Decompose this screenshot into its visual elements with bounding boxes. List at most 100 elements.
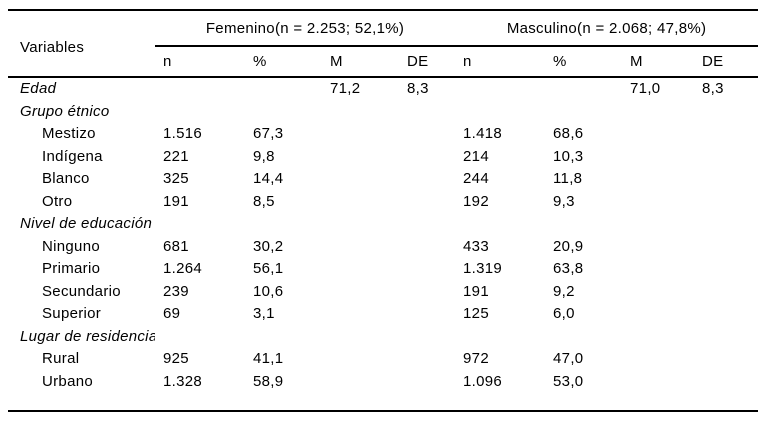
data-cell: [245, 213, 322, 236]
data-cell: 972: [463, 350, 489, 367]
data-cell: [694, 101, 758, 124]
data-cell: [322, 101, 399, 124]
data-cell: [622, 213, 694, 236]
data-cell: [399, 191, 455, 214]
data-cell: [399, 123, 455, 146]
data-cell: [322, 123, 399, 146]
data-cell: [322, 146, 399, 169]
subheader-pct-femenino: %: [245, 46, 322, 78]
data-cell: [399, 348, 455, 371]
row-edad: Edad 71,2 8,3 71,0 8,3: [8, 77, 758, 101]
subheader-row: n % M DE n % M DE: [8, 46, 759, 78]
data-cell: [322, 168, 399, 191]
row-ninguno: Ninguno 681 30,2 433 20,9: [8, 236, 758, 259]
subheader-m-masculino: M: [622, 46, 695, 78]
data-cell: [694, 191, 758, 214]
data-cell: 53,0: [553, 372, 584, 390]
data-cell: 192: [463, 192, 489, 210]
data-cell: 10,6: [253, 282, 284, 300]
data-cell: 71,2: [330, 80, 361, 97]
data-cell: [545, 77, 622, 101]
data-cell: [622, 146, 694, 169]
data-cell: 239: [163, 282, 189, 300]
data-cell: 1.328: [163, 372, 203, 390]
data-cell: [622, 348, 694, 371]
row-label: Otro: [42, 192, 73, 210]
subheader-de-femenino: DE: [399, 46, 456, 78]
row-blanco: Blanco 325 14,4 244 11,8: [8, 168, 758, 191]
data-cell: 325: [163, 170, 189, 187]
row-mestizo: Mestizo 1.516 67,3 1.418 68,6: [8, 123, 758, 146]
data-cell: 681: [163, 237, 189, 255]
data-cell: 1.516: [163, 125, 203, 142]
data-cell: 9,8: [253, 147, 275, 165]
data-cell: 3,1: [253, 305, 275, 322]
data-cell: [694, 281, 758, 304]
data-cell: [399, 281, 455, 304]
data-cell: 8,3: [702, 80, 724, 97]
row-lugar-de-residencia: Lugar de residencia: [8, 326, 758, 349]
demographics-table: Variables Femenino(n = 2.253; 52,1%) Mas…: [8, 9, 759, 412]
subheader-n-masculino: n: [455, 46, 546, 78]
row-label: Secundario: [42, 282, 121, 300]
data-cell: 71,0: [630, 80, 661, 97]
data-cell: [694, 371, 758, 412]
data-cell: [399, 303, 455, 326]
data-cell: [155, 213, 245, 236]
row-superior: Superior 69 3,1 125 6,0: [8, 303, 758, 326]
data-cell: [322, 258, 399, 281]
group-header-masculino: Masculino(n = 2.068; 47,8%): [455, 10, 759, 47]
data-cell: 58,9: [253, 372, 284, 390]
data-cell: [694, 236, 758, 259]
data-cell: [455, 213, 545, 236]
data-cell: [399, 213, 455, 236]
data-cell: [622, 326, 694, 349]
row-label: Blanco: [42, 170, 90, 187]
row-label: Mestizo: [42, 125, 96, 142]
data-cell: 69: [163, 305, 181, 322]
data-cell: [322, 236, 399, 259]
subheader-de-masculino: DE: [694, 46, 759, 78]
subheader-pct-masculino: %: [545, 46, 623, 78]
row-label: Superior: [42, 305, 102, 322]
data-cell: [399, 101, 455, 124]
data-cell: 125: [463, 305, 489, 322]
data-cell: 56,1: [253, 260, 284, 277]
data-cell: [622, 123, 694, 146]
data-cell: [455, 77, 545, 101]
row-label: Rural: [42, 350, 80, 367]
data-cell: 1.319: [463, 260, 503, 277]
data-cell: [545, 326, 622, 349]
data-cell: [155, 101, 245, 124]
data-cell: 6,0: [553, 305, 575, 322]
data-cell: [322, 326, 399, 349]
data-cell: 191: [163, 192, 189, 210]
data-cell: 14,4: [253, 170, 284, 187]
data-cell: [694, 348, 758, 371]
data-cell: 8,5: [253, 192, 275, 210]
data-cell: [322, 213, 399, 236]
data-cell: [322, 303, 399, 326]
data-cell: [694, 303, 758, 326]
data-cell: [322, 371, 399, 412]
data-cell: 8,3: [407, 80, 429, 97]
group-header-row: Variables Femenino(n = 2.253; 52,1%) Mas…: [8, 10, 759, 78]
data-cell: 41,1: [253, 350, 284, 367]
data-cell: [322, 348, 399, 371]
data-cell: [622, 371, 694, 412]
data-cell: [622, 281, 694, 304]
row-otro: Otro 191 8,5 192 9,3: [8, 191, 758, 214]
data-cell: [155, 326, 245, 349]
data-cell: 10,3: [553, 147, 584, 165]
row-nivel-de-educacion: Nivel de educación: [8, 213, 758, 236]
data-cell: 11,8: [553, 170, 583, 187]
data-cell: [694, 168, 758, 191]
data-cell: [545, 101, 622, 124]
row-secundario: Secundario 239 10,6 191 9,2: [8, 281, 758, 304]
data-cell: [455, 326, 545, 349]
data-cell: 67,3: [253, 125, 284, 142]
data-cell: [622, 168, 694, 191]
data-cell: 68,6: [553, 125, 584, 142]
data-cell: 47,0: [553, 350, 584, 367]
subheader-m-femenino: M: [322, 46, 399, 78]
